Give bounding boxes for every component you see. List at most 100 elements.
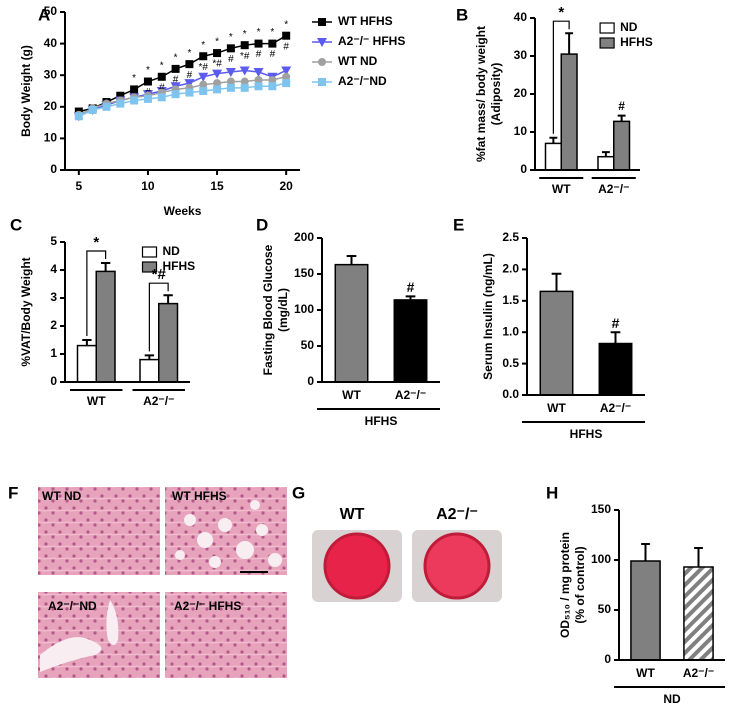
error-bar bbox=[565, 32, 574, 55]
significance-bracket bbox=[86, 250, 107, 336]
marker bbox=[185, 60, 194, 69]
y-tick-label: 200 bbox=[294, 230, 314, 244]
error-bar bbox=[405, 295, 416, 300]
significance-label: * bbox=[229, 32, 233, 43]
error-bar bbox=[549, 136, 558, 144]
x-tick-label: A2⁻/⁻ bbox=[395, 388, 426, 402]
bar bbox=[544, 142, 562, 171]
fat-vacuoles bbox=[175, 500, 282, 568]
marker bbox=[130, 85, 139, 94]
marker bbox=[74, 112, 83, 121]
legend-label: A2⁻/⁻ HFHS bbox=[338, 34, 405, 48]
bar bbox=[560, 53, 578, 171]
x-tick-label: 5 bbox=[75, 179, 82, 193]
x-tick-label: WT bbox=[342, 388, 361, 402]
well bbox=[423, 532, 491, 600]
legend-label: A2⁻/⁻ND bbox=[338, 74, 387, 88]
significance-label: * bbox=[160, 60, 164, 71]
x-tick-label: A2⁻/⁻ bbox=[600, 401, 631, 415]
marker bbox=[239, 66, 250, 76]
panel-letter: A bbox=[38, 5, 50, 24]
marker bbox=[282, 72, 291, 81]
series-line bbox=[78, 35, 287, 113]
marker bbox=[143, 94, 152, 103]
significance-label: # bbox=[228, 54, 234, 65]
marker bbox=[102, 102, 111, 111]
x-tick-label: WT bbox=[547, 401, 566, 415]
significance-label: * bbox=[93, 234, 99, 251]
x-tick-label: 10 bbox=[141, 179, 155, 193]
legend-marker bbox=[318, 18, 326, 26]
error-bar bbox=[82, 339, 92, 346]
x-axis-label: Weeks bbox=[164, 204, 202, 218]
panel-letter: C bbox=[10, 215, 22, 234]
y-tick-label: 30 bbox=[514, 48, 528, 62]
marker bbox=[254, 39, 263, 48]
bar bbox=[95, 270, 116, 383]
y-axis-label: %fat mass/ body weight bbox=[474, 26, 488, 162]
bar bbox=[613, 120, 631, 171]
group-label: ND bbox=[663, 692, 681, 705]
significance-label: # bbox=[283, 41, 289, 52]
marker bbox=[282, 79, 291, 88]
error-bar bbox=[144, 354, 155, 360]
marker bbox=[199, 80, 208, 89]
y-axis-label: (mg/dL) bbox=[276, 288, 290, 332]
panel-letter: G bbox=[292, 483, 305, 502]
significance-label: * bbox=[201, 40, 205, 51]
y-tick-label: 50 bbox=[44, 4, 58, 18]
legend-label: WT HFHS bbox=[338, 14, 393, 28]
significance-bracket bbox=[552, 20, 570, 134]
error-bar bbox=[617, 114, 626, 122]
marker bbox=[254, 75, 263, 84]
error-bar bbox=[346, 255, 357, 265]
marker bbox=[130, 96, 139, 105]
marker bbox=[184, 79, 195, 89]
panel-letter: D bbox=[256, 215, 268, 234]
significance-label: # bbox=[618, 99, 625, 113]
legend-label: ND bbox=[163, 244, 181, 258]
legend-marker bbox=[318, 78, 326, 86]
marker bbox=[199, 87, 208, 95]
significance-label: # bbox=[173, 75, 179, 86]
marker bbox=[226, 44, 235, 53]
legend-marker bbox=[318, 58, 326, 66]
y-tick-label: 0 bbox=[604, 652, 611, 666]
significance-label: * bbox=[243, 29, 247, 40]
y-axis-label: Serum Insulin (ng/mL) bbox=[481, 253, 495, 380]
significance-bracket bbox=[148, 282, 169, 352]
marker bbox=[254, 82, 263, 91]
panel-letter: H bbox=[546, 483, 558, 502]
legend-marker bbox=[317, 38, 327, 47]
bar bbox=[598, 342, 633, 396]
error-bar bbox=[601, 151, 610, 157]
significance-label: # bbox=[407, 279, 415, 295]
significance-label: * bbox=[215, 37, 219, 48]
significance-label: * bbox=[558, 4, 564, 21]
y-tick-label: 3 bbox=[50, 290, 57, 304]
legend-label: ND bbox=[620, 20, 638, 34]
y-tick-label: 5 bbox=[50, 234, 57, 248]
y-tick-label: 100 bbox=[294, 302, 314, 316]
histology-image bbox=[38, 487, 160, 575]
error-bar bbox=[551, 272, 562, 292]
marker bbox=[268, 75, 277, 84]
marker bbox=[225, 68, 236, 78]
marker bbox=[281, 66, 292, 76]
y-tick-label: 0.5 bbox=[502, 356, 519, 370]
significance-label: * bbox=[187, 48, 191, 59]
image-label: WT ND bbox=[42, 489, 82, 503]
legend-label: HFHS bbox=[620, 35, 653, 49]
significance-label: # bbox=[612, 315, 620, 331]
marker bbox=[171, 64, 180, 73]
marker bbox=[143, 77, 152, 86]
panel-letter: F bbox=[8, 483, 18, 502]
x-tick-label: WT bbox=[552, 182, 571, 196]
y-axis-label: Fasting Blood Glucose bbox=[261, 244, 275, 375]
error-bar bbox=[163, 294, 173, 304]
significance-label: * bbox=[174, 53, 178, 64]
marker bbox=[157, 72, 166, 81]
y-axis-label: %VAT/Body Weight bbox=[19, 257, 33, 366]
y-axis-label: (Adiposity) bbox=[489, 63, 503, 126]
vessel bbox=[40, 637, 102, 672]
